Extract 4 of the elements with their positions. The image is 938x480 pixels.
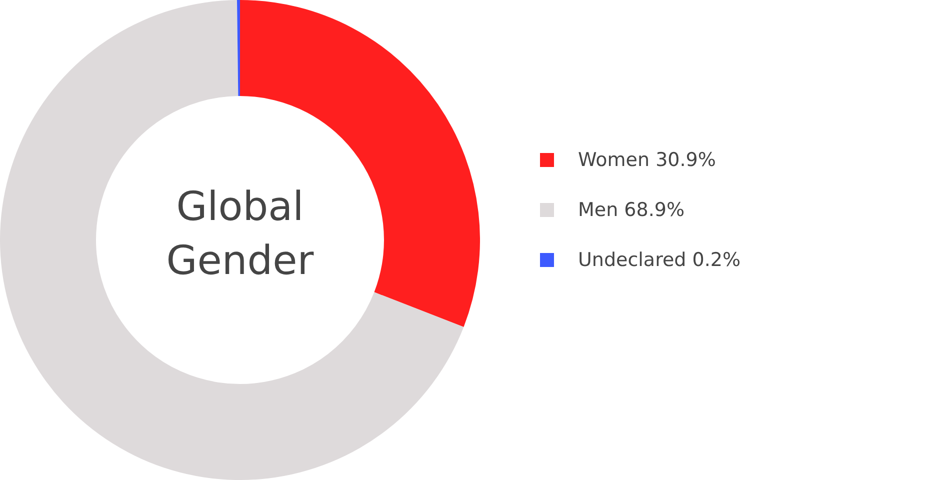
legend-label: Undeclared 0.2% [578,248,741,270]
legend-label: Women 30.9% [578,148,716,170]
legend-label: Men 68.9% [578,198,685,220]
text: Global Gender [165,183,315,286]
